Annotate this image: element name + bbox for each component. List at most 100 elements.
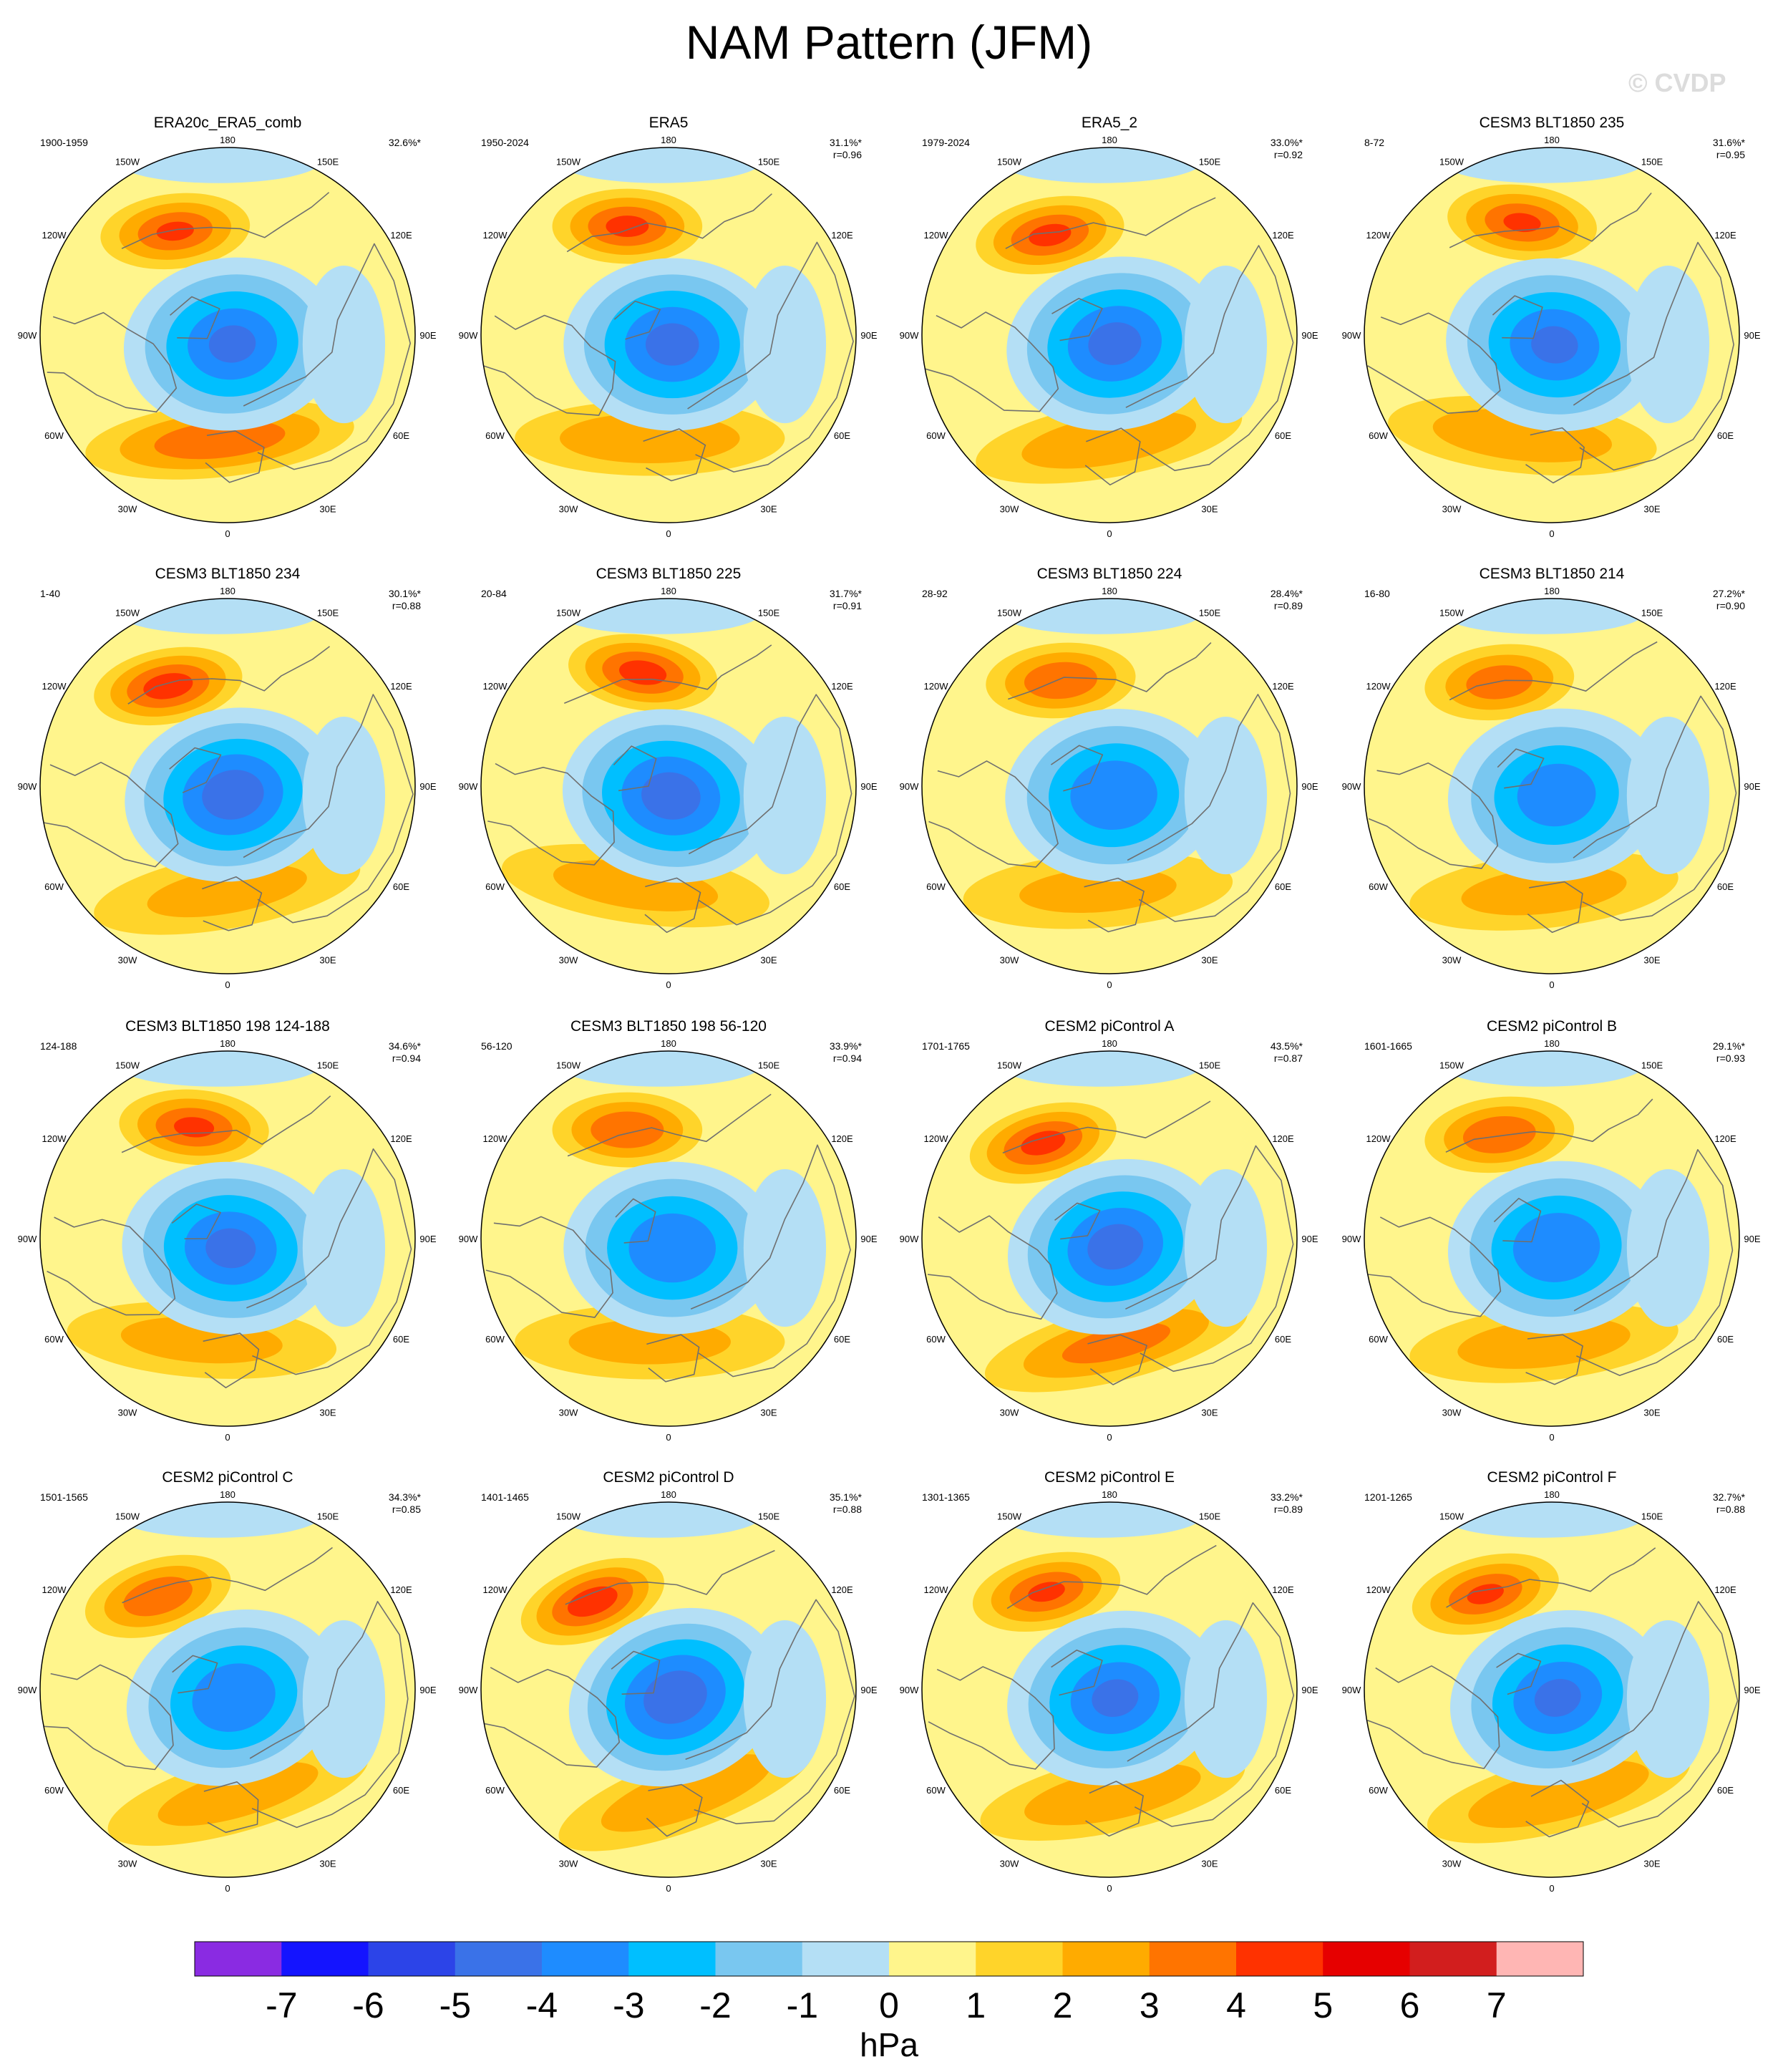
coastline [685,1599,855,1824]
grid-label: 150W [997,1060,1022,1071]
grid-label: 90E [1744,1685,1760,1695]
coastline [203,1332,260,1388]
pacific-high [1447,184,1597,261]
colorbar-tick-label: 1 [966,1985,986,2025]
contour-band [1503,213,1541,233]
grid-label: 30W [1000,1859,1019,1869]
grid-label: 150W [997,1511,1022,1522]
coastline [928,760,1059,868]
grid-label: 0 [666,979,671,990]
contour-band [302,1169,386,1327]
grid-label: 60E [393,881,409,892]
panel-correlation: r=0.89 [1274,1504,1303,1515]
anomaly-field [922,1502,1297,1877]
panel-title: CESM3 BLT1850 225 [596,566,742,582]
map-panel: 180 150E 120E 90E 60E 30E 0 30W 60W 90W 120W 150W CE… [18,566,437,990]
arctic-low [563,258,782,431]
grid-label: 60W [1369,1785,1388,1796]
coastline [1492,295,1543,339]
map-panel: 180 150E 120E 90E 60E 30E 0 30W 60W 90W 120W 150W ER… [459,115,878,539]
coastline [922,311,1059,412]
panel-title: CESM3 BLT1850 235 [1480,115,1625,131]
atlantic-high [963,851,1233,929]
panel-period: 16-80 [1364,588,1390,599]
coastline [243,243,411,470]
grid-label: 120E [1714,1584,1736,1595]
contour-band [645,323,699,366]
grid-label: 60W [44,430,64,441]
panel-correlation: r=0.87 [1274,1052,1303,1064]
grid-label: 120W [42,230,67,241]
anomaly-field [481,1502,856,1877]
grid-label: 0 [1107,979,1112,990]
contour-band [205,1228,256,1269]
grid-label: 120W [924,230,949,241]
grid-label: 120E [1272,1584,1294,1595]
panel-title: CESM2 piControl F [1487,1469,1617,1486]
grid-label: 90W [1342,781,1361,792]
coastline [613,300,661,340]
colorbar-tick-label: -5 [439,1985,471,2025]
panel-percent: 34.6%* [389,1040,422,1052]
grid-label: 90W [900,781,919,792]
contour-band [1092,1679,1139,1718]
map-boundary [1364,1050,1740,1427]
coastline [205,430,265,483]
panel-percent: 31.7%* [830,588,863,599]
panel-title: CESM2 piControl E [1044,1469,1175,1486]
anomaly-field [1364,599,1739,974]
colorbar-tick-label: 6 [1400,1985,1420,2025]
map-boundary [1364,598,1740,974]
grid-label: 150E [317,608,339,619]
pacific-high [520,1558,664,1645]
grid-label: 30W [118,955,137,966]
grid-label: 0 [225,979,230,990]
grid-label: 90E [1301,781,1318,792]
grid-label: 180 [1544,1038,1560,1049]
grid-label: 180 [661,586,676,596]
contour-band [1534,1679,1581,1717]
grid-label: 0 [1549,1432,1554,1443]
map-boundary [921,1050,1298,1427]
grid-label: 150W [556,1060,581,1071]
panel-period: 8-72 [1364,137,1384,148]
coastlines [40,1546,409,1834]
coastline [1527,881,1583,933]
grid-label: 60E [1717,881,1734,892]
grid-label: 30E [1201,1408,1218,1418]
contour-band [1028,1582,1065,1602]
map-boundary [921,598,1298,974]
coastline [1051,1650,1103,1696]
grid-label: 30E [319,955,336,966]
grid-label: 150W [556,608,581,619]
panel-correlation: r=0.91 [833,600,862,611]
colorbar-tick-label: 7 [1487,1985,1507,2025]
grid-label: 0 [1107,528,1112,539]
grid-label: 60E [1717,1334,1734,1345]
colorbar-tick-label: -7 [266,1985,297,2025]
coastline [483,1667,620,1768]
contour-band [1021,411,1197,469]
grid-label: 90E [1301,1234,1318,1244]
grid-label: 90W [18,1685,37,1695]
colorbar-swatch [1062,1942,1150,1976]
contour-band [1184,717,1268,875]
colorbar-swatch [889,1942,976,1976]
panel-title: CESM3 BLT1850 234 [155,566,301,582]
grid-label: 30E [760,504,777,515]
panel-correlation: r=0.90 [1716,600,1745,611]
grid-label: 60W [926,881,946,892]
map-panel: 180 150E 120E 90E 60E 30E 0 30W 60W 90W 120W 150W CE… [459,1469,878,1894]
coastline [1445,1098,1653,1153]
atlantic-high [976,396,1243,484]
grid-label: 30W [559,504,578,515]
grid-label: 30W [1442,1408,1462,1418]
colorbar-tick-label: -3 [613,1985,644,2025]
coastline [122,1546,333,1604]
grid-label: 90E [1301,1685,1318,1695]
colorbar-swatch [368,1942,456,1976]
pacific-high [976,195,1124,275]
coastline [1449,641,1658,701]
panel-correlation: r=0.85 [392,1504,421,1515]
contour-band [156,221,194,241]
